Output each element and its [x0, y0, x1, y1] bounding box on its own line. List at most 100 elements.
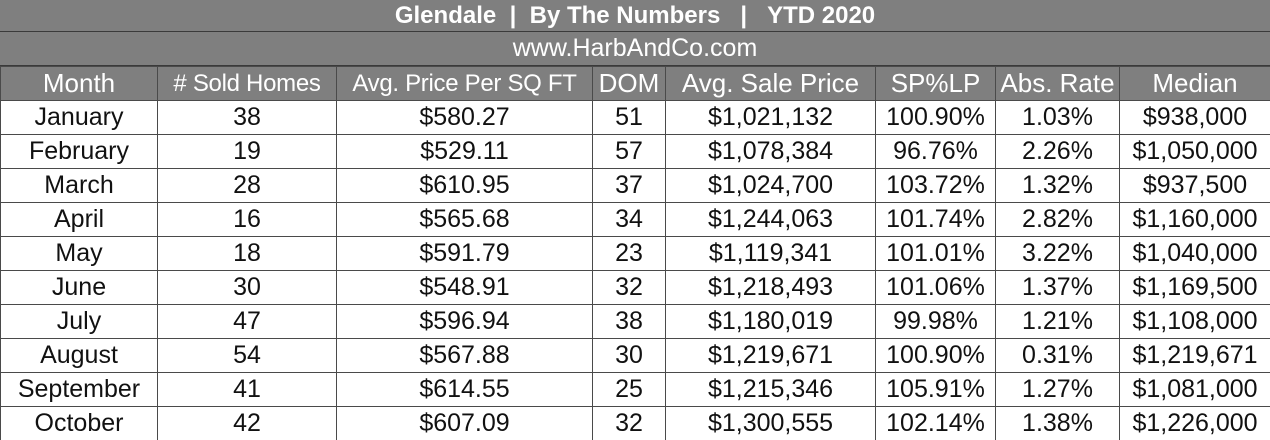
cell-month: August	[1, 339, 158, 373]
cell-dom: 32	[593, 271, 666, 305]
cell-price-per-sqft: $529.11	[337, 135, 593, 169]
header-row: Month # Sold Homes Avg. Price Per SQ FT …	[1, 67, 1270, 101]
column-header-month: Month	[1, 67, 158, 101]
cell-sp-lp: 105.91%	[876, 373, 996, 407]
cell-sp-lp: 101.74%	[876, 203, 996, 237]
cell-month: January	[1, 101, 158, 135]
cell-avg-sale-price: $1,180,019	[666, 305, 876, 339]
cell-median: $1,081,000	[1120, 373, 1270, 407]
cell-avg-sale-price: $1,218,493	[666, 271, 876, 305]
cell-sold-homes: 54	[158, 339, 337, 373]
cell-abs-rate: 1.21%	[996, 305, 1120, 339]
cell-sold-homes: 42	[158, 407, 337, 440]
cell-month: September	[1, 373, 158, 407]
cell-avg-sale-price: $1,300,555	[666, 407, 876, 440]
cell-avg-sale-price: $1,021,132	[666, 101, 876, 135]
cell-median: $1,040,000	[1120, 237, 1270, 271]
cell-abs-rate: 1.27%	[996, 373, 1120, 407]
cell-abs-rate: 1.32%	[996, 169, 1120, 203]
column-header-abs-rate: Abs. Rate	[996, 67, 1120, 101]
cell-month: February	[1, 135, 158, 169]
cell-sp-lp: 101.01%	[876, 237, 996, 271]
cell-sp-lp: 103.72%	[876, 169, 996, 203]
title-separator	[747, 2, 767, 30]
website-text: www.HarbAndCo.com	[513, 34, 758, 63]
cell-abs-rate: 1.03%	[996, 101, 1120, 135]
cell-median: $1,160,000	[1120, 203, 1270, 237]
cell-month: July	[1, 305, 158, 339]
cell-sp-lp: 100.90%	[876, 339, 996, 373]
column-header-price-per-sqft: Avg. Price Per SQ FT	[337, 67, 593, 101]
cell-dom: 32	[593, 407, 666, 440]
cell-avg-sale-price: $1,078,384	[666, 135, 876, 169]
cell-median: $1,169,500	[1120, 271, 1270, 305]
cell-abs-rate: 1.37%	[996, 271, 1120, 305]
cell-sold-homes: 38	[158, 101, 337, 135]
cell-sold-homes: 41	[158, 373, 337, 407]
cell-median: $1,226,000	[1120, 407, 1270, 440]
cell-month: May	[1, 237, 158, 271]
cell-dom: 37	[593, 169, 666, 203]
cell-median: $937,500	[1120, 169, 1270, 203]
cell-sold-homes: 18	[158, 237, 337, 271]
column-header-dom: DOM	[593, 67, 666, 101]
title-period: YTD 2020	[767, 2, 875, 30]
cell-sold-homes: 30	[158, 271, 337, 305]
title-separator-1: |	[510, 2, 517, 30]
cell-price-per-sqft: $565.68	[337, 203, 593, 237]
cell-month: March	[1, 169, 158, 203]
title-separator	[516, 2, 529, 30]
cell-month: April	[1, 203, 158, 237]
cell-dom: 30	[593, 339, 666, 373]
cell-sold-homes: 16	[158, 203, 337, 237]
cell-dom: 23	[593, 237, 666, 271]
cell-dom: 38	[593, 305, 666, 339]
cell-price-per-sqft: $596.94	[337, 305, 593, 339]
cell-month: October	[1, 407, 158, 440]
cell-avg-sale-price: $1,215,346	[666, 373, 876, 407]
cell-dom: 51	[593, 101, 666, 135]
cell-abs-rate: 3.22%	[996, 237, 1120, 271]
cell-month: June	[1, 271, 158, 305]
cell-median: $1,050,000	[1120, 135, 1270, 169]
cell-abs-rate: 2.82%	[996, 203, 1120, 237]
cell-abs-rate: 1.38%	[996, 407, 1120, 440]
cell-sold-homes: 19	[158, 135, 337, 169]
cell-sp-lp: 102.14%	[876, 407, 996, 440]
cell-price-per-sqft: $548.91	[337, 271, 593, 305]
cell-avg-sale-price: $1,244,063	[666, 203, 876, 237]
cell-dom: 25	[593, 373, 666, 407]
cell-sold-homes: 47	[158, 305, 337, 339]
cell-sold-homes: 28	[158, 169, 337, 203]
cell-dom: 57	[593, 135, 666, 169]
cell-price-per-sqft: $580.27	[337, 101, 593, 135]
cell-price-per-sqft: $607.09	[337, 407, 593, 440]
cell-sp-lp: 96.76%	[876, 135, 996, 169]
cell-dom: 34	[593, 203, 666, 237]
cell-avg-sale-price: $1,219,671	[666, 339, 876, 373]
cell-price-per-sqft: $591.79	[337, 237, 593, 271]
website-row: www.HarbAndCo.com	[0, 32, 1270, 66]
title-separator	[496, 2, 509, 30]
cell-median: $1,219,671	[1120, 339, 1270, 373]
stats-table: Month # Sold Homes Avg. Price Per SQ FT …	[0, 66, 1270, 440]
cell-abs-rate: 0.31%	[996, 339, 1120, 373]
column-header-sold-homes: # Sold Homes	[158, 67, 337, 101]
title-subtitle: By The Numbers	[530, 2, 721, 30]
title-separator	[720, 2, 740, 30]
cell-price-per-sqft: $614.55	[337, 373, 593, 407]
title-separator-2: |	[740, 2, 747, 30]
column-header-avg-sale-price: Avg. Sale Price	[666, 67, 876, 101]
cell-sp-lp: 101.06%	[876, 271, 996, 305]
